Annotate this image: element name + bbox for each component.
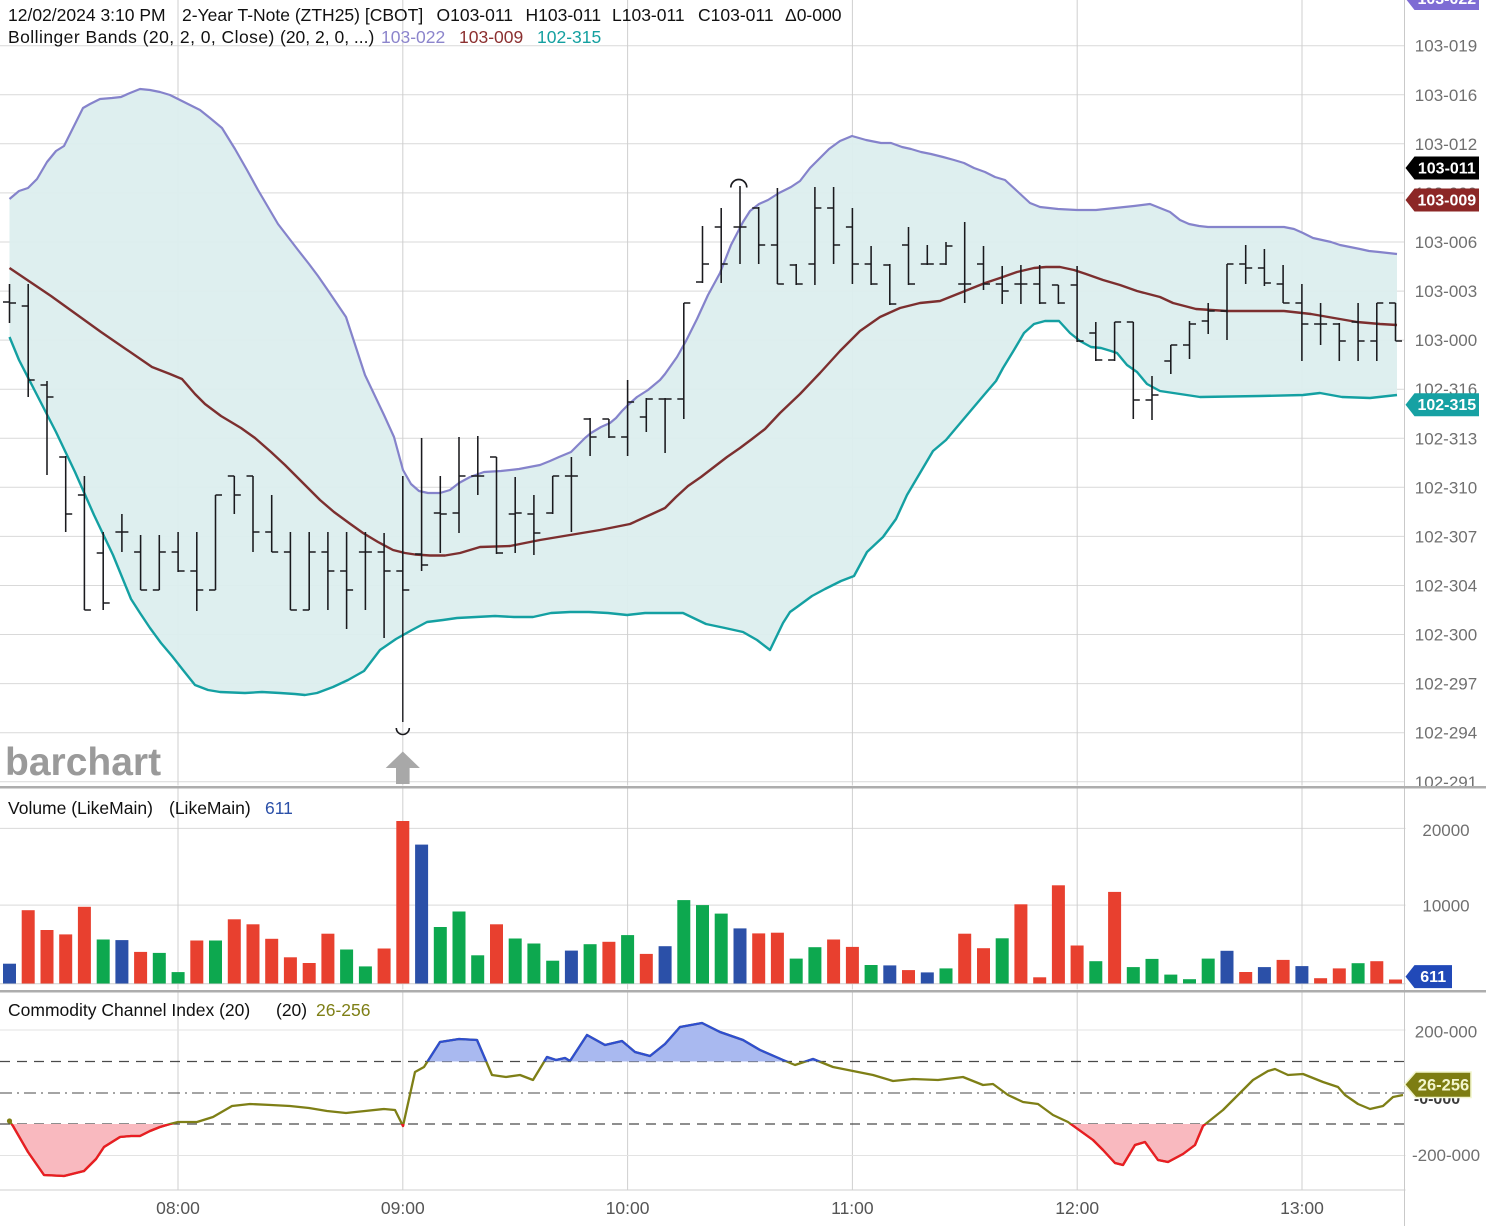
svg-text:102-300: 102-300: [1415, 626, 1477, 645]
svg-text:102-310: 102-310: [1415, 478, 1477, 497]
svg-text:103-016: 103-016: [1415, 86, 1477, 105]
svg-text:103-000: 103-000: [1415, 331, 1477, 350]
svg-text:09:00: 09:00: [381, 1198, 425, 1218]
svg-text:103-006: 103-006: [1415, 233, 1477, 252]
svg-text:Commodity Channel Index (20)(2: Commodity Channel Index (20) (20) 26-256: [8, 1000, 371, 1020]
svg-text:10:00: 10:00: [606, 1198, 650, 1218]
svg-text:Bollinger Bands (20, 2, 0, Clo: Bollinger Bands (20, 2, 0, Close) (20, 2,…: [8, 27, 601, 47]
svg-text:102-304: 102-304: [1415, 577, 1477, 596]
svg-text:102-307: 102-307: [1415, 527, 1477, 546]
svg-text:08:00: 08:00: [156, 1198, 200, 1218]
svg-text:103-009: 103-009: [1417, 193, 1476, 210]
svg-text:10000: 10000: [1422, 897, 1469, 916]
svg-text:-200-000: -200-000: [1412, 1146, 1480, 1165]
svg-text:103-011: 103-011: [1418, 161, 1476, 178]
svg-text:103-012: 103-012: [1415, 135, 1477, 154]
svg-text:26-256: 26-256: [1418, 1077, 1469, 1095]
svg-text:barchart: barchart: [5, 741, 161, 784]
svg-text:102-291: 102-291: [1415, 773, 1477, 792]
svg-text:13:00: 13:00: [1280, 1198, 1324, 1218]
svg-text:Volume (LikeMain)(LikeMain)611: Volume (LikeMain) (LikeMain) 611: [8, 798, 293, 818]
svg-text:11:00: 11:00: [831, 1198, 874, 1218]
svg-text:611: 611: [1420, 969, 1446, 986]
svg-text:12/02/2024 3:10 PM2-Year T-Not: 12/02/2024 3:10 PM 2-Year T-Note (ZTH25) …: [8, 5, 842, 25]
svg-text:103-003: 103-003: [1415, 282, 1477, 301]
svg-text:103-019: 103-019: [1415, 37, 1477, 56]
svg-text:20000: 20000: [1422, 821, 1469, 840]
svg-text:102-313: 102-313: [1415, 429, 1477, 448]
svg-text:12:00: 12:00: [1055, 1198, 1099, 1218]
svg-text:200-000: 200-000: [1415, 1023, 1477, 1042]
svg-text:102-315: 102-315: [1417, 397, 1476, 414]
svg-text:102-294: 102-294: [1415, 724, 1477, 743]
svg-text:103-022: 103-022: [1417, 0, 1476, 8]
svg-text:102-297: 102-297: [1415, 675, 1477, 694]
